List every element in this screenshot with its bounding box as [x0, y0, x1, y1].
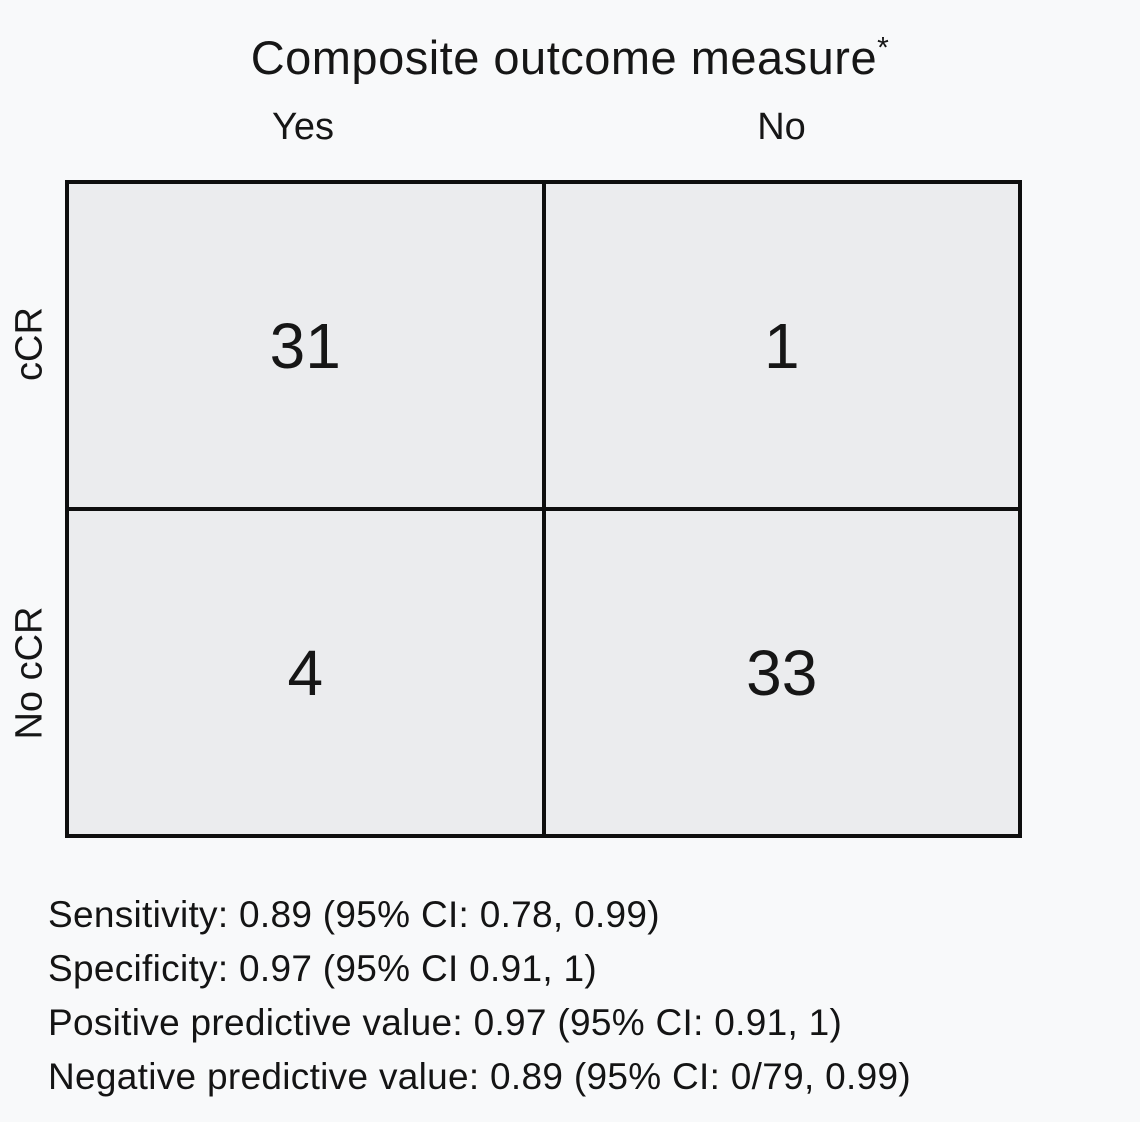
cell-ccr-yes: 31 [69, 184, 544, 509]
stat-sensitivity: Sensitivity: 0.89 (95% CI: 0.78, 0.99) [48, 894, 660, 935]
figure-title: Composite outcome measure* [0, 30, 1140, 85]
column-header-no: No [757, 106, 806, 148]
cell-ccr-no: 1 [543, 184, 1018, 509]
row-header-no-ccr: No cCR [8, 606, 51, 740]
row-header-ccr: cCR [8, 307, 51, 381]
column-header-yes: Yes [272, 106, 334, 148]
cell-no-ccr-no: 33 [543, 509, 1018, 834]
figure-title-text: Composite outcome measure [250, 31, 878, 84]
stat-negative-predictive-value: Negative predictive value: 0.89 (95% CI:… [48, 1056, 911, 1097]
cell-no-ccr-yes: 4 [69, 509, 544, 834]
contingency-table: 31 1 4 33 [65, 180, 1022, 838]
stat-positive-predictive-value: Positive predictive value: 0.97 (95% CI:… [48, 1002, 843, 1043]
stat-specificity: Specificity: 0.97 (95% CI 0.91, 1) [48, 948, 598, 989]
figure-title-asterisk: * [877, 31, 890, 65]
statistics-block: Sensitivity: 0.89 (95% CI: 0.78, 0.99) S… [48, 888, 911, 1104]
